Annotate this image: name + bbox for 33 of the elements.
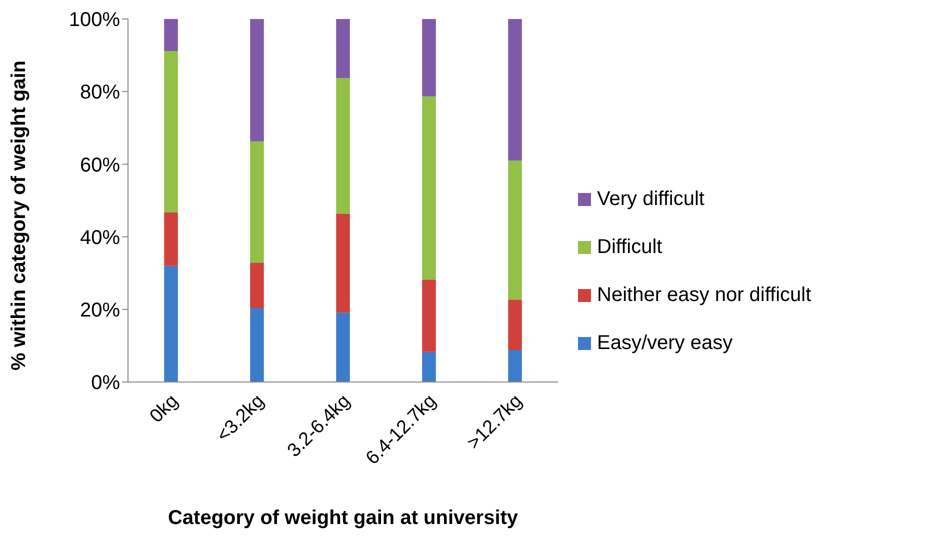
legend-label: Very difficult — [597, 188, 704, 210]
bar — [250, 141, 264, 263]
y-tick-label: 0% — [91, 372, 120, 394]
legend-label: Difficult — [597, 236, 662, 258]
bar — [164, 50, 178, 212]
bar — [336, 214, 350, 313]
bar — [250, 19, 264, 142]
bar — [508, 300, 522, 350]
bar — [422, 19, 436, 96]
bar — [422, 96, 436, 280]
y-tick-label: 60% — [80, 154, 120, 176]
y-tick-label: 80% — [80, 82, 120, 104]
bar — [422, 280, 436, 352]
bar — [336, 312, 350, 382]
x-axis-title: Category of weight gain at university — [168, 507, 519, 529]
bar — [508, 350, 522, 382]
bar — [250, 308, 264, 382]
legend-label: Easy/very easy — [597, 332, 733, 354]
bar — [250, 262, 264, 308]
y-tick-label: 40% — [80, 226, 120, 249]
bar — [164, 266, 178, 382]
legend-label: Neither easy nor difficult — [597, 284, 812, 306]
bar — [164, 19, 178, 51]
bar — [508, 19, 522, 161]
x-tick-label: 0kg — [146, 390, 183, 428]
bar — [336, 78, 350, 214]
y-tick-label: 20% — [80, 300, 120, 322]
bar — [422, 352, 436, 382]
y-tick-label: 100% — [68, 9, 120, 32]
bar — [508, 160, 522, 300]
bar — [336, 19, 350, 78]
bar — [164, 212, 178, 266]
y-axis-title: % within category of weight gain — [8, 60, 30, 370]
